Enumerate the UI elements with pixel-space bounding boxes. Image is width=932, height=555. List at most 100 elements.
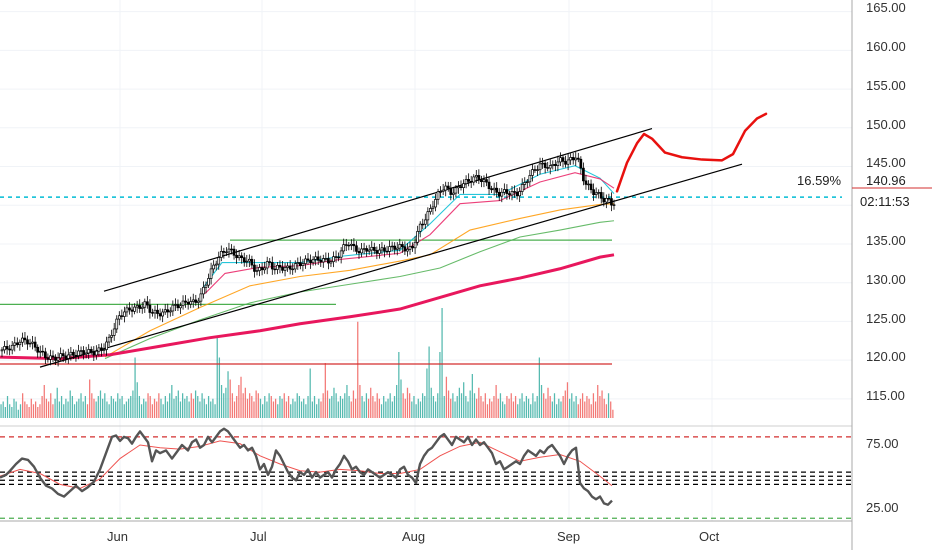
candle-body [446, 185, 450, 189]
volume-bar [216, 335, 218, 418]
volume-bar [175, 396, 177, 418]
candle-body [556, 161, 560, 166]
candle-body [423, 219, 427, 225]
candle-body [181, 300, 185, 307]
volume-bar [207, 396, 210, 418]
volume-bar [398, 352, 400, 418]
volume-bar [432, 396, 435, 418]
candle-body [421, 223, 425, 226]
volume-bar [227, 371, 229, 418]
volume-bar [97, 396, 99, 418]
volume-bar [255, 390, 257, 418]
time-axis[interactable]: Jun Jul Aug Sep Oct [107, 529, 720, 544]
volume-bar [469, 390, 471, 418]
candle-body [189, 301, 193, 305]
volume-bar [359, 385, 361, 418]
volume-bar [117, 393, 119, 418]
price-axis[interactable]: 165.00 160.00 155.00 150.00 145.00 135.0… [866, 0, 906, 515]
volume-bar [184, 398, 186, 418]
volume-bar [259, 398, 262, 418]
volume-bar [316, 404, 318, 418]
candle-body [370, 246, 374, 251]
candle-body [184, 300, 187, 303]
volume-bar [60, 396, 63, 418]
candle-body [329, 261, 333, 264]
volume-bar [346, 385, 348, 418]
candle-body [153, 309, 157, 314]
candle-body [518, 191, 522, 197]
volume-bar [393, 396, 396, 418]
volume-bar [26, 404, 28, 418]
volume-bar [134, 357, 136, 418]
candle-body [281, 266, 284, 271]
candle-body [390, 245, 394, 248]
volume-bar [145, 401, 147, 418]
candle-body [10, 344, 14, 351]
volume-bar [268, 393, 270, 418]
trendline [39, 163, 743, 368]
candle-body [107, 336, 111, 343]
candle-body [587, 183, 590, 186]
candle-body [232, 248, 236, 256]
volume-bar [52, 404, 54, 418]
volume-bar [298, 396, 301, 418]
candle-body [597, 192, 601, 194]
volume-bar [586, 396, 588, 418]
candle-body [525, 181, 529, 184]
volume-bar [354, 398, 357, 418]
volume-bar [303, 398, 305, 418]
volume-bar [34, 401, 37, 418]
candle-body [84, 352, 88, 355]
candle-body [464, 179, 468, 184]
volume-bar [11, 407, 13, 418]
candle-body [559, 157, 562, 163]
volume-bar [486, 404, 489, 418]
candle-body [385, 250, 389, 253]
candle-body [296, 262, 300, 265]
volume-bar [352, 390, 355, 418]
volume-bar [238, 385, 240, 418]
volume-bar [272, 401, 275, 418]
volume-bar [599, 396, 601, 418]
volume-bar [560, 401, 562, 418]
candle-body [36, 346, 40, 353]
candle-body [21, 337, 24, 343]
volume-bar [465, 396, 467, 418]
volume-bar [80, 393, 82, 418]
volume-bar [331, 396, 333, 418]
candle-body [548, 165, 552, 169]
volume-bar [28, 407, 30, 418]
volume-bar [527, 398, 530, 418]
candle-body [138, 305, 142, 309]
candle-body [51, 355, 55, 358]
candle-body [202, 286, 205, 295]
candle-body [306, 258, 310, 261]
volume-bar [478, 387, 480, 418]
volume-bar [391, 401, 393, 418]
candle-body [482, 179, 486, 183]
x-tick-label: Oct [699, 529, 720, 544]
candle-body [197, 300, 200, 303]
volume-bar [164, 396, 166, 418]
candle-body [140, 306, 144, 309]
candle-body [434, 199, 437, 208]
volume-bar [84, 396, 86, 418]
candle-body [505, 189, 509, 194]
candle-body [191, 299, 195, 302]
candle-body [299, 262, 302, 266]
candle-body [33, 341, 37, 348]
y-tick-label: 155.00 [866, 78, 906, 93]
volume-bar [39, 404, 41, 418]
volume-bar [169, 393, 171, 418]
volume-bar [484, 393, 486, 418]
volume-bar [504, 404, 506, 418]
volume-bar [424, 396, 426, 418]
volume-bar [445, 376, 448, 418]
volume-bar [119, 398, 121, 418]
volume-bar [147, 393, 149, 418]
volume-bar [43, 385, 45, 418]
candle-body [125, 307, 129, 313]
volume-bar [329, 398, 331, 418]
candle-body [347, 244, 351, 247]
volume-bar [534, 401, 536, 418]
